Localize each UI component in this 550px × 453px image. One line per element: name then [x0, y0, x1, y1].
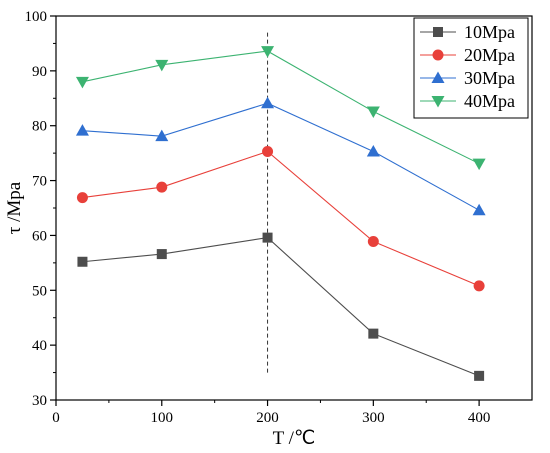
data-point-20mpa: [76, 192, 88, 204]
x-tick-label: 200: [256, 410, 279, 426]
data-point-20mpa: [473, 280, 485, 292]
data-point-10mpa: [262, 232, 273, 243]
legend-label-20mpa: 20Mpa: [464, 45, 515, 65]
y-tick-label: 50: [32, 283, 47, 299]
y-tick-label: 60: [32, 228, 47, 244]
data-point-40mpa: [366, 106, 380, 118]
legend-label-30mpa: 30Mpa: [464, 68, 515, 88]
x-tick-label: 300: [362, 410, 385, 426]
data-point-30mpa: [261, 96, 275, 109]
data-point-40mpa: [261, 46, 275, 58]
legend-label-40mpa: 40Mpa: [464, 91, 515, 111]
data-point-10mpa: [474, 370, 485, 381]
x-tick-label: 0: [52, 410, 60, 426]
chart-marks: [75, 32, 486, 381]
legend: 10Mpa 20Mpa 30Mpa 40Mpa: [413, 17, 529, 119]
data-point-30mpa: [472, 203, 486, 216]
y-tick-label: 40: [32, 338, 47, 354]
legend-marker-30mpa: [431, 71, 445, 83]
x-axis-label: T /℃: [273, 428, 316, 449]
y-tick-label: 90: [32, 64, 47, 80]
x-tick-label: 100: [151, 410, 174, 426]
y-tick-label: 100: [25, 9, 48, 25]
series-line-30mpa: [82, 102, 480, 211]
legend-marker-10mpa: [433, 27, 443, 37]
data-point-40mpa: [75, 76, 89, 89]
y-tick-label: 30: [32, 393, 47, 409]
data-point-10mpa: [368, 328, 379, 339]
data-point-40mpa: [472, 158, 486, 171]
data-point-30mpa: [75, 124, 89, 136]
data-point-10mpa: [156, 249, 167, 260]
data-point-40mpa: [155, 59, 169, 72]
series-line-10mpa: [82, 237, 480, 377]
legend-marker-40mpa: [431, 96, 445, 108]
axes: 0 100 200 300 400 30 40 50 60 70 80 90 100: [25, 9, 491, 426]
data-point-30mpa: [366, 144, 380, 157]
legend-marker-20mpa: [432, 49, 444, 61]
data-point-30mpa: [155, 129, 169, 142]
y-tick-label: 70: [32, 174, 47, 190]
data-point-20mpa: [262, 145, 274, 157]
data-point-10mpa: [77, 256, 88, 267]
series-line-20mpa: [82, 150, 480, 287]
data-point-20mpa: [156, 181, 168, 193]
data-point-20mpa: [367, 235, 379, 247]
legend-label-10mpa: 10Mpa: [464, 22, 515, 42]
x-tick-label: 400: [468, 410, 491, 426]
y-axis-label: τ /Mpa: [4, 181, 25, 234]
y-tick-label: 80: [32, 119, 47, 135]
